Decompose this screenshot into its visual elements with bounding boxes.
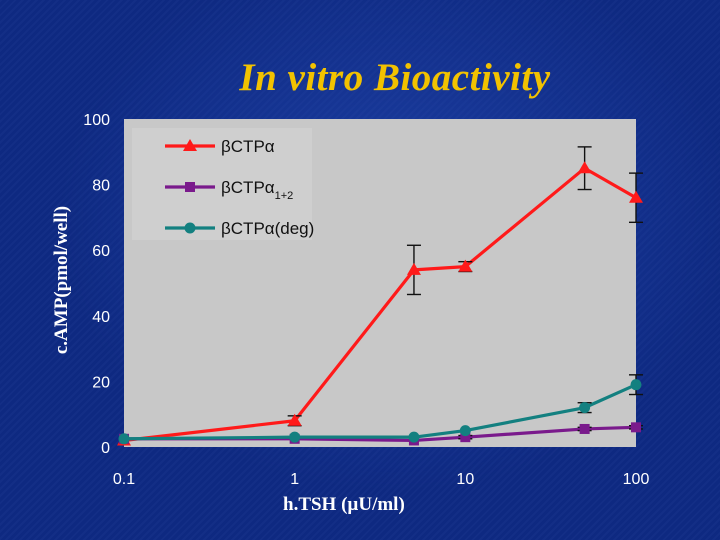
legend-marker (185, 182, 195, 192)
series-line (123, 166, 637, 443)
x-tick-label: 1 (290, 471, 299, 488)
legend-box (132, 128, 312, 240)
x-tick-label: 10 (456, 471, 474, 488)
data-point (579, 423, 590, 434)
data-point (118, 433, 130, 445)
legend-label: βCTPα (221, 137, 275, 156)
slide-title: In vitro Bioactivity (239, 56, 551, 99)
data-point (459, 425, 471, 437)
y-tick-label: 100 (83, 112, 110, 129)
data-point (460, 432, 471, 443)
legend-marker (184, 222, 196, 234)
series-line (123, 383, 637, 441)
y-tick-label: 40 (92, 309, 110, 326)
x-tick-label: 100 (623, 471, 650, 488)
y-axis-label: c.AMP(pmol/well) (51, 205, 72, 355)
axes: 0 20 40 60 80 100 0.1 1 10 100 (83, 112, 649, 488)
data-point (289, 431, 301, 443)
legend-item-1: βCTPα (165, 137, 275, 156)
data-point (577, 161, 592, 174)
data-point (408, 431, 420, 443)
series-3 (118, 374, 643, 445)
legend-item-3: βCTPα(deg) (165, 219, 314, 238)
x-tick-label: 0.1 (113, 471, 135, 488)
data-point (406, 262, 421, 275)
y-tick-label: 60 (92, 243, 110, 260)
data-point (287, 413, 302, 426)
series-layer (117, 146, 643, 446)
data-point (629, 190, 643, 203)
y-tick-label: 20 (92, 374, 110, 391)
y-tick-label: 80 (92, 178, 110, 195)
legend-marker (183, 139, 197, 151)
x-axis-label: h.TSH (µU/ml) (283, 494, 405, 515)
data-point (631, 422, 641, 433)
legend-label: βCTPα(deg) (221, 219, 314, 238)
y-tick-label: 0 (101, 440, 110, 457)
data-point (458, 259, 473, 272)
data-point (579, 402, 591, 414)
data-point (630, 379, 642, 391)
